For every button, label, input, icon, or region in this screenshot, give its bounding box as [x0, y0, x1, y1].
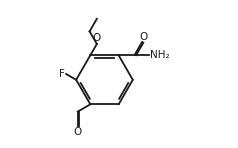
Text: O: O [139, 32, 148, 42]
Text: O: O [93, 33, 101, 43]
Text: O: O [74, 127, 82, 137]
Text: F: F [60, 69, 65, 79]
Text: NH₂: NH₂ [150, 50, 169, 60]
